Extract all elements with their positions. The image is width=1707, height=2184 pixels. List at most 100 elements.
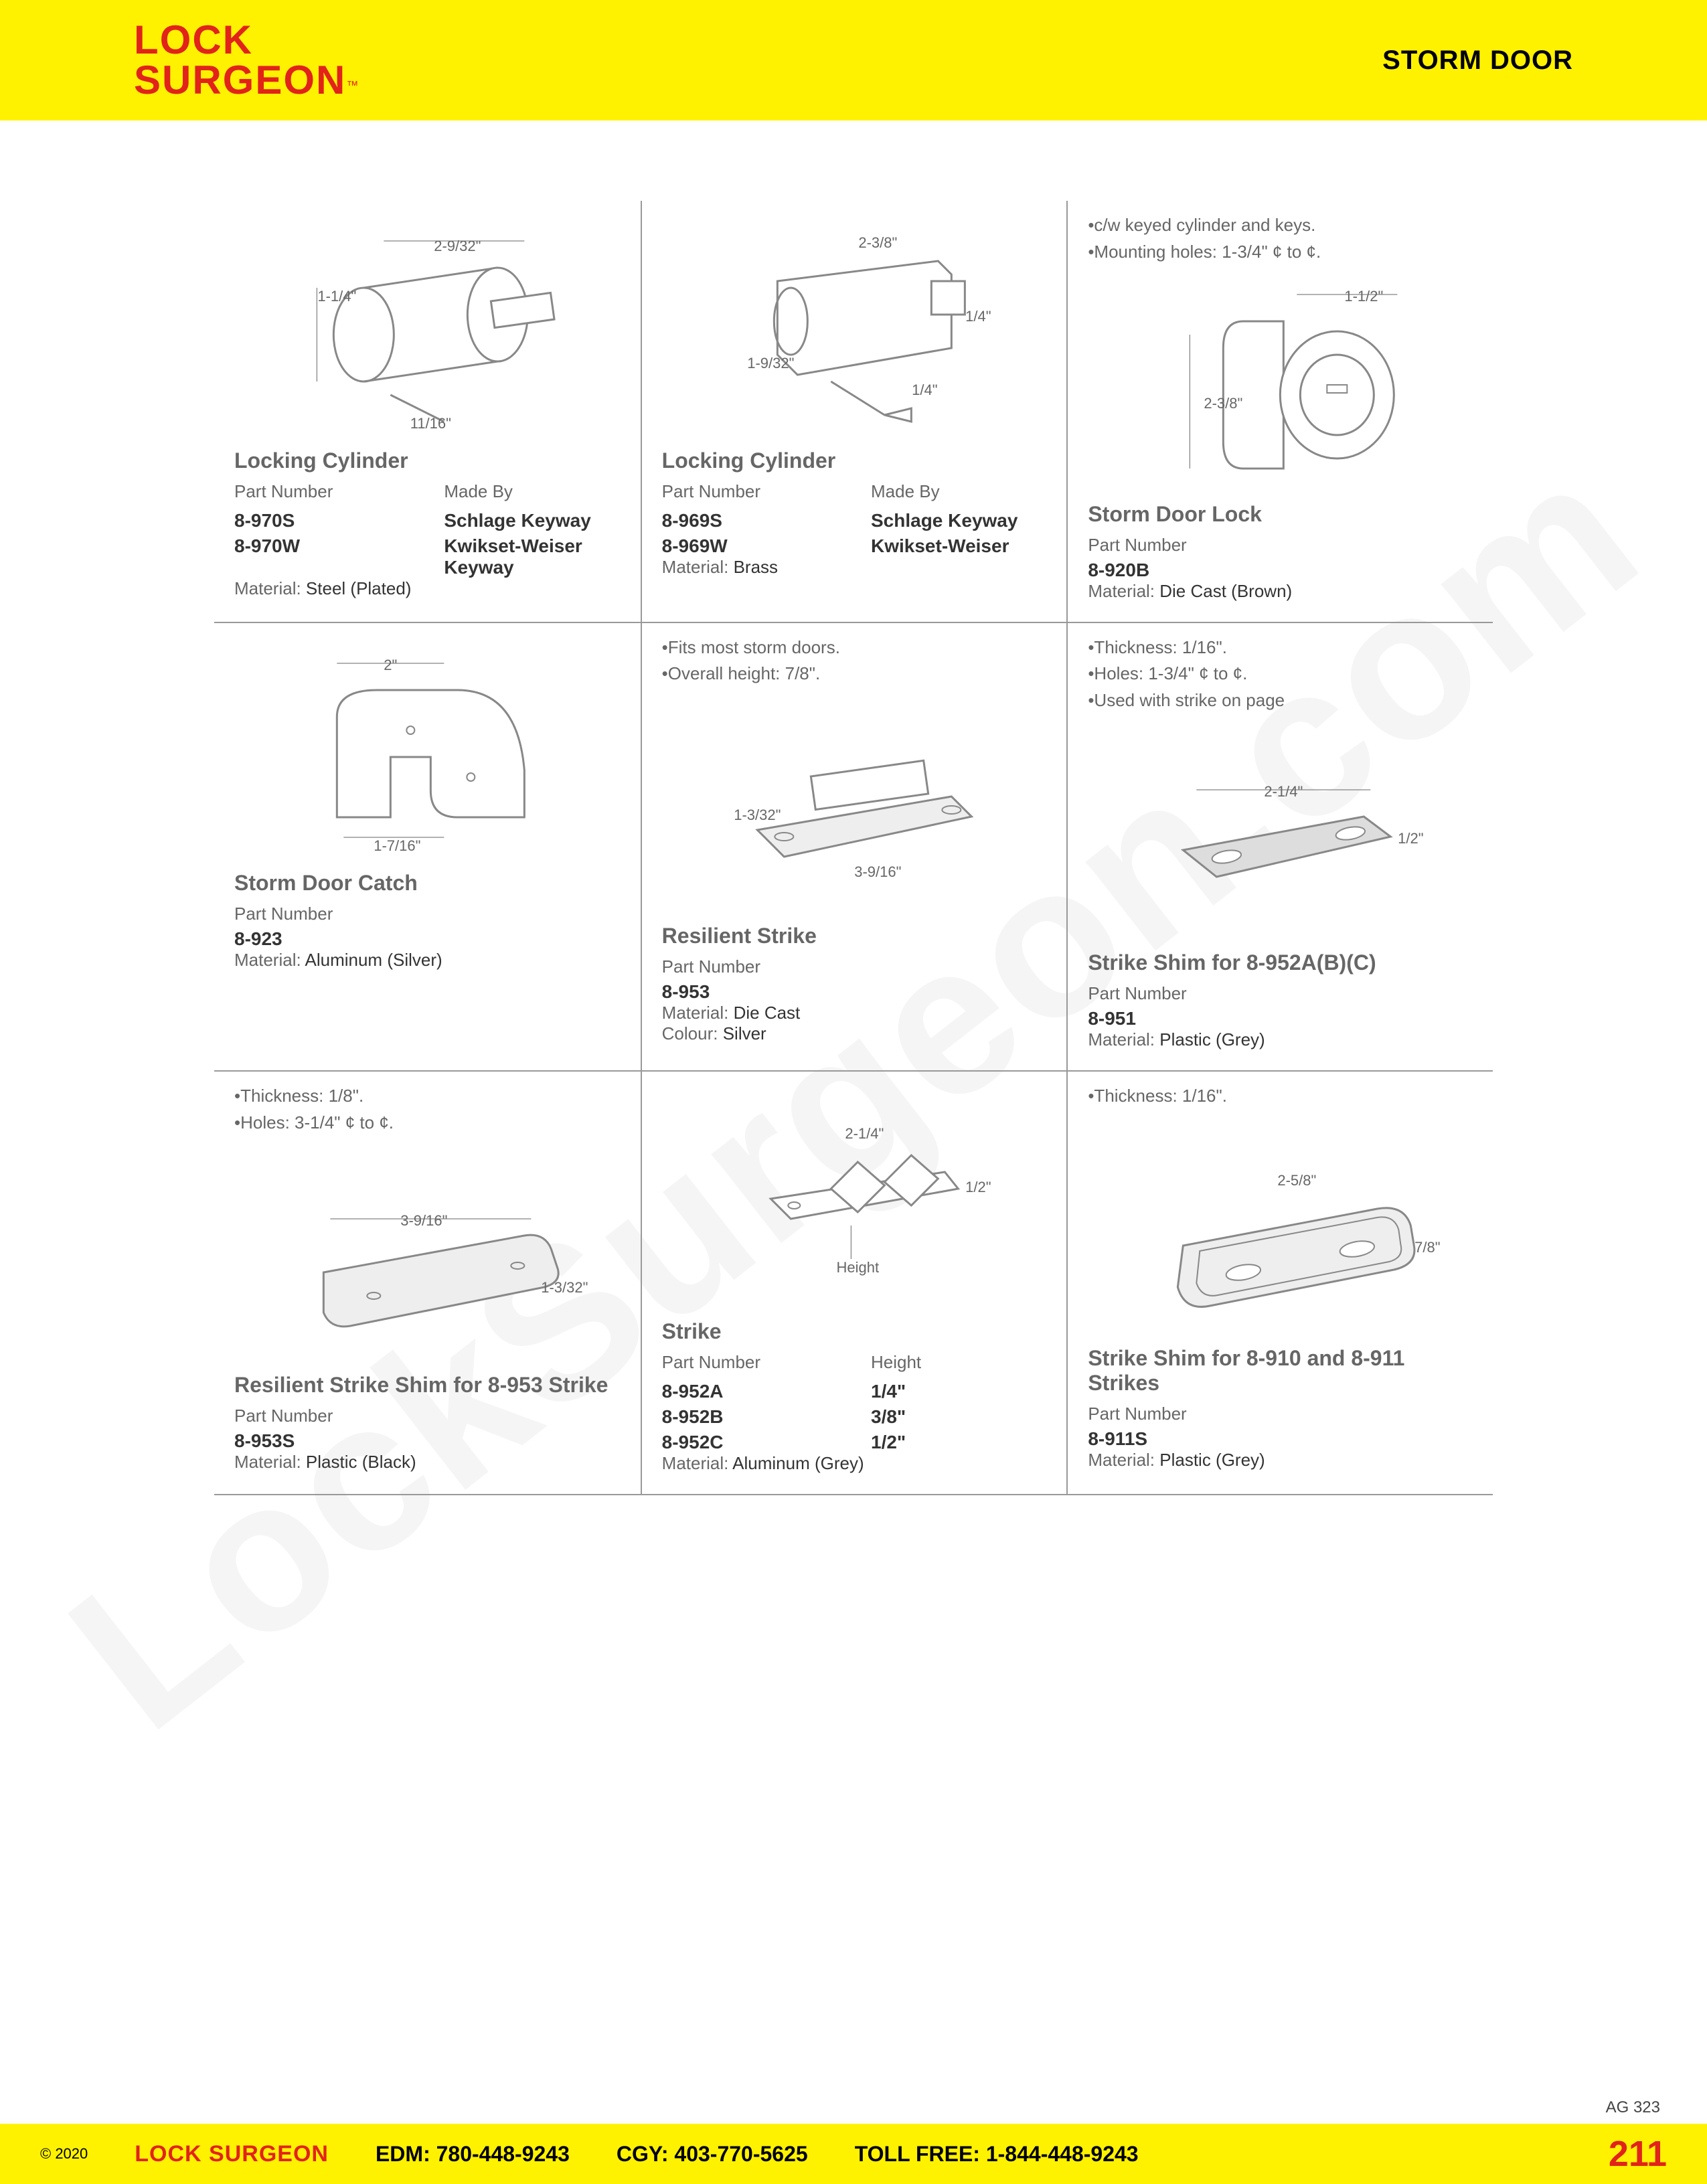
- material-line: Material: Plastic (Black): [234, 1452, 614, 1473]
- svg-text:1/2": 1/2": [1398, 830, 1423, 847]
- column-header: Part Number: [662, 956, 1040, 977]
- footer-cgy: CGY: 403-770-5625: [617, 2142, 808, 2167]
- part-value: 8-969S: [662, 510, 831, 531]
- extra-line: Colour: Silver: [662, 1023, 1040, 1044]
- column-header: Made By: [871, 481, 1040, 502]
- product-note: •Holes: 3-1/4" ¢ to ¢.: [234, 1112, 614, 1135]
- svg-text:2-1/4": 2-1/4": [845, 1125, 884, 1142]
- svg-text:1/4": 1/4": [965, 308, 991, 325]
- product-cell: 1-1/4" 2-9/32" 11/16" Locking Cylinder P…: [214, 201, 641, 623]
- material-line: Material: Steel (Plated): [234, 578, 614, 599]
- svg-text:2-1/4": 2-1/4": [1265, 783, 1303, 800]
- product-note: •c/w keyed cylinder and keys.: [1088, 214, 1466, 237]
- footer-toll: TOLL FREE: 1-844-448-9243: [855, 2142, 1139, 2167]
- footer-bar: © 2020 LOCK SURGEON EDM: 780-448-9243 CG…: [0, 2124, 1707, 2184]
- product-title: Strike Shim for 8-910 and 8-911 Strikes: [1088, 1346, 1466, 1396]
- product-title: Strike Shim for 8-952A(B)(C): [1088, 950, 1466, 975]
- product-title: Locking Cylinder: [234, 448, 614, 473]
- part-value: Schlage Keyway: [871, 510, 1040, 531]
- product-cell: •Thickness: 1/16". 2-5/8" 7/8" Strike Sh…: [1066, 1072, 1493, 1495]
- column-header: Part Number: [1088, 535, 1466, 556]
- product-diagram: 2-1/4" 1/2" Height: [662, 1085, 1040, 1313]
- svg-text:11/16": 11/16": [410, 415, 451, 432]
- product-diagram: 2" 1-7/16": [234, 637, 614, 864]
- column-header: Part Number: [662, 1352, 831, 1373]
- product-note: •Thickness: 1/8".: [234, 1085, 614, 1108]
- svg-text:1-9/32": 1-9/32": [747, 355, 794, 371]
- material-line: Material: Die Cast (Brown): [1088, 581, 1466, 602]
- product-diagram: 1-1/4" 2-9/32" 11/16": [234, 214, 614, 442]
- product-title: Strike: [662, 1319, 1040, 1344]
- svg-text:2-9/32": 2-9/32": [434, 238, 481, 254]
- part-value: 8-920B: [1088, 560, 1466, 581]
- svg-text:3-9/16": 3-9/16": [400, 1212, 447, 1229]
- product-title: Locking Cylinder: [662, 448, 1040, 473]
- part-value: 8-952B: [662, 1406, 831, 1428]
- logo-tm: ™: [346, 79, 358, 92]
- product-note: •Overall height: 7/8".: [662, 663, 1040, 685]
- part-value: 8-952C: [662, 1432, 831, 1453]
- svg-text:3-9/16": 3-9/16": [854, 863, 901, 880]
- product-grid: 1-1/4" 2-9/32" 11/16" Locking Cylinder P…: [214, 201, 1493, 1495]
- part-value: 8-951: [1088, 1008, 1466, 1029]
- svg-text:1-3/32": 1-3/32": [734, 807, 781, 823]
- material-line: Material: Plastic (Grey): [1088, 1450, 1466, 1471]
- material-line: Material: Aluminum (Grey): [662, 1453, 1040, 1474]
- header-bar: LOCK SURGEON™ STORM DOOR: [0, 0, 1707, 120]
- svg-text:Height: Height: [836, 1259, 879, 1276]
- column-header: Part Number: [234, 481, 404, 502]
- part-value: 8-970W: [234, 535, 404, 557]
- catalog-content: 1-1/4" 2-9/32" 11/16" Locking Cylinder P…: [0, 120, 1707, 1522]
- svg-text:1-1/4": 1-1/4": [317, 288, 356, 305]
- svg-text:1-7/16": 1-7/16": [374, 837, 420, 854]
- product-note: •Fits most storm doors.: [662, 637, 1040, 659]
- svg-text:2-3/8": 2-3/8": [858, 234, 897, 251]
- part-value: 3/8": [871, 1406, 1040, 1428]
- product-cell: •Thickness: 1/8".•Holes: 3-1/4" ¢ to ¢. …: [214, 1072, 641, 1495]
- svg-text:1-3/32": 1-3/32": [541, 1279, 588, 1296]
- column-header: Part Number: [234, 904, 614, 924]
- material-line: Material: Brass: [662, 557, 1040, 578]
- footer-company: LOCK SURGEON: [135, 2141, 329, 2167]
- part-value: 8-969W: [662, 535, 831, 557]
- logo-line-1: LOCK: [134, 20, 358, 60]
- ag-code: AG 323: [1606, 2098, 1660, 2117]
- product-note: •Mounting holes: 1-3/4" ¢ to ¢.: [1088, 241, 1466, 264]
- part-value: Kwikset-Weiser Keyway: [444, 535, 613, 578]
- page-category-title: STORM DOOR: [1382, 46, 1573, 76]
- product-title: Resilient Strike Shim for 8-953 Strike: [234, 1373, 614, 1398]
- part-value: 8-953S: [234, 1430, 614, 1452]
- product-diagram: 1-1/2" 2-3/8": [1088, 268, 1466, 495]
- product-title: Resilient Strike: [662, 924, 1040, 948]
- svg-text:1-1/2": 1-1/2": [1345, 288, 1384, 305]
- svg-text:1/2": 1/2": [965, 1179, 991, 1195]
- product-diagram: 2-5/8" 7/8": [1088, 1112, 1466, 1339]
- column-header: Part Number: [234, 1406, 614, 1426]
- column-header: Height: [871, 1352, 1040, 1373]
- svg-text:2": 2": [384, 657, 397, 673]
- part-value: 8-953: [662, 981, 1040, 1003]
- product-cell: •c/w keyed cylinder and keys. •Mounting h…: [1066, 201, 1493, 623]
- svg-text:7/8": 7/8": [1414, 1239, 1440, 1256]
- part-value: 8-952A: [662, 1381, 831, 1402]
- part-value: 1/4": [871, 1381, 1040, 1402]
- part-value: 8-911S: [1088, 1428, 1466, 1450]
- product-note: •Thickness: 1/16".: [1088, 637, 1466, 659]
- material-line: Material: Die Cast: [662, 1003, 1040, 1023]
- copyright: © 2020: [40, 2145, 88, 2163]
- logo-line-2: SURGEON: [134, 58, 346, 102]
- product-note: •Thickness: 1/16".: [1088, 1085, 1466, 1108]
- product-note: •Used with strike on page: [1088, 689, 1466, 712]
- column-header: Part Number: [1088, 983, 1466, 1004]
- product-cell: •Fits most storm doors. •Overall height: …: [641, 623, 1067, 1072]
- product-diagram: 2-1/4" 1/2": [1088, 716, 1466, 944]
- part-value: Kwikset-Weiser: [871, 535, 1040, 557]
- svg-text:1/4": 1/4": [912, 382, 937, 398]
- part-value: 1/2": [871, 1432, 1040, 1453]
- svg-text:2-5/8": 2-5/8": [1278, 1172, 1317, 1189]
- product-cell: 2-1/4" 1/2" Height Strike Part Number Hei…: [641, 1072, 1067, 1495]
- product-note: •Holes: 1-3/4" ¢ to ¢.: [1088, 663, 1466, 685]
- footer-edm: EDM: 780-448-9243: [376, 2142, 570, 2167]
- material-line: Material: Plastic (Grey): [1088, 1029, 1466, 1050]
- product-cell: 2-3/8" 1-9/32" 1/4" 1/4" Locking Cylinde…: [641, 201, 1067, 623]
